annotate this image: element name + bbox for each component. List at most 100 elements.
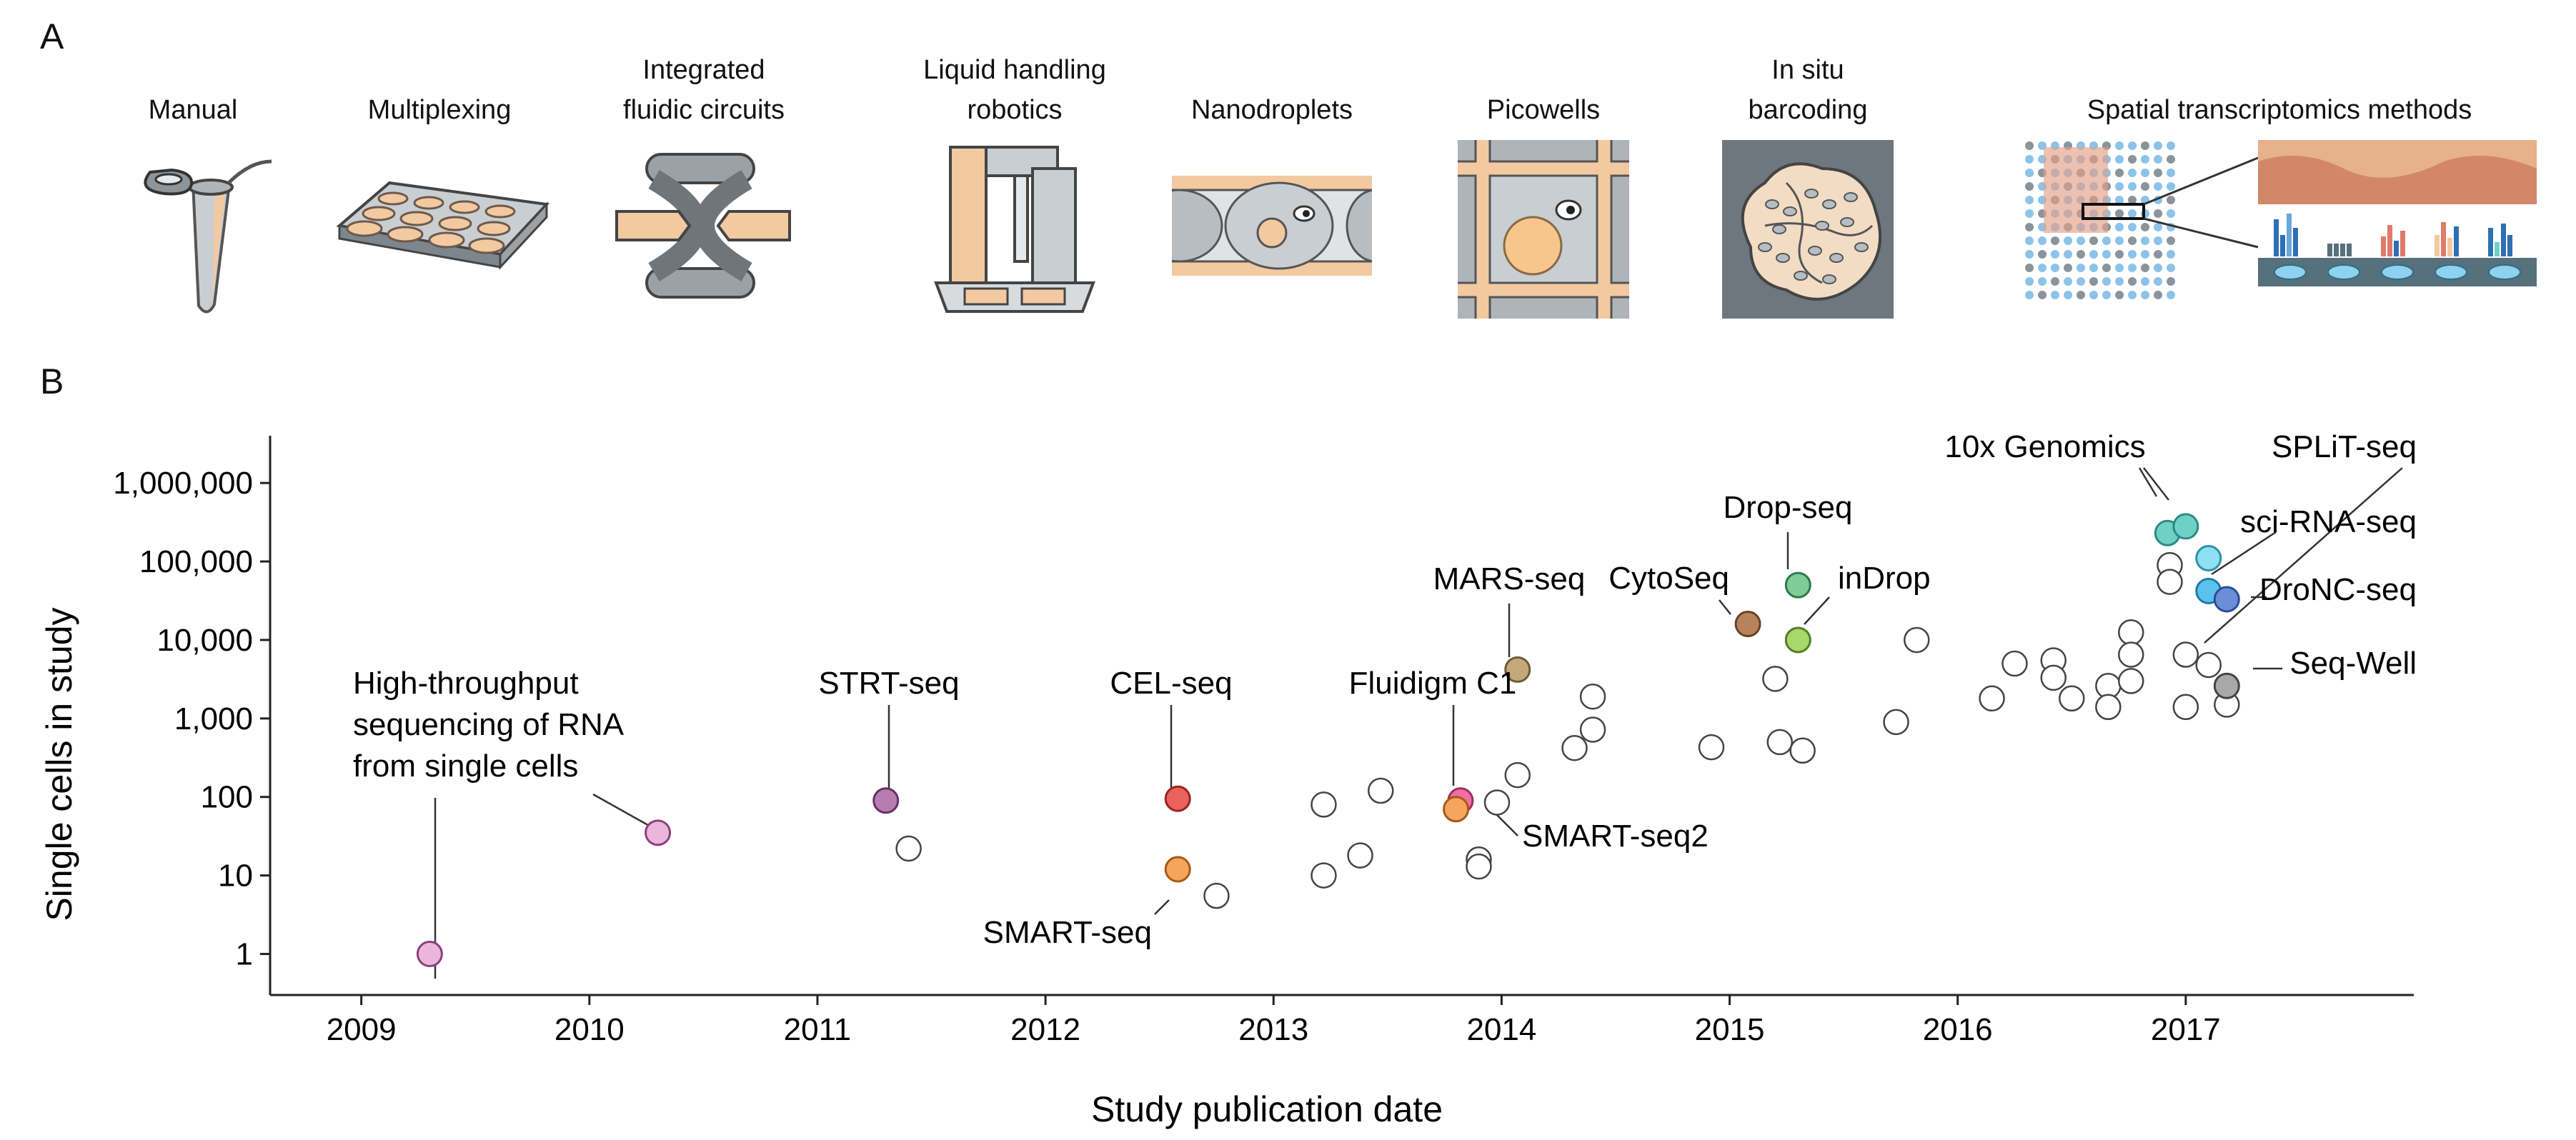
study-point: [1466, 853, 1492, 880]
step-in-situ-barcoding: In situ barcoding: [1701, 50, 1915, 319]
method-point: [2213, 586, 2240, 613]
leader-line: [2143, 467, 2169, 501]
study-point: [1368, 777, 1394, 804]
x-tick-label: 2013: [1238, 1012, 1308, 1047]
method-label: SPLiT-seq: [2272, 429, 2417, 464]
step-nanodroplets: Nanodroplets: [1165, 50, 1379, 319]
step-label: In situ barcoding: [1748, 55, 1868, 125]
method-label: Drop-seq: [1724, 490, 1853, 525]
step-label: Nanodroplets: [1190, 95, 1353, 125]
method-label: sci-RNA-seq: [2240, 504, 2417, 539]
annotation-leaders: [434, 467, 2403, 979]
spatial-array-icon: [2025, 140, 2537, 299]
leader-line: [1154, 899, 1170, 915]
method-point: [2213, 672, 2240, 699]
well-plate-icon: [336, 181, 550, 270]
study-point: [2059, 685, 2085, 712]
x-tick-label: 2011: [784, 1012, 852, 1047]
y-tick-label: 1: [236, 937, 253, 972]
leader-line: [2211, 531, 2277, 576]
y-tick-label: 1,000,000: [113, 466, 253, 501]
study-point: [2157, 569, 2183, 595]
leader-line: [592, 793, 652, 829]
method-label: inDrop: [1838, 561, 1931, 596]
tube-icon: [144, 159, 272, 314]
method-point: [1784, 626, 1811, 654]
study-point: [1979, 685, 2005, 712]
study-point: [1904, 626, 1930, 654]
x-tick-label: 2009: [327, 1012, 397, 1047]
x-axis-title: Study publication date: [1091, 1089, 1443, 1129]
method-point: [1164, 856, 1191, 883]
method-point: [1504, 656, 1531, 683]
study-point: [1883, 709, 1909, 736]
study-point: [2195, 651, 2222, 679]
study-point: [1561, 735, 1588, 761]
step-multiplexing: Multiplexing: [322, 50, 557, 319]
study-point: [2095, 694, 2122, 721]
scatter-chart: 2009 2010 2011 2012 2013 2014 2015 2016 2017 1 10 1…: [39, 429, 2417, 1129]
droplet-icon: [1172, 176, 1372, 276]
study-point: [1203, 882, 1230, 909]
method-label: Seq-Well: [2289, 646, 2417, 681]
points: [416, 513, 2240, 968]
method-point: [645, 819, 672, 846]
study-point: [2118, 619, 2144, 646]
y-axis-title: Single cells in study: [39, 607, 79, 921]
x-tick-label: 2014: [1466, 1012, 1536, 1047]
method-point: [1784, 571, 1811, 599]
method-point: [872, 787, 900, 814]
step-label: Manual: [148, 95, 238, 125]
step-manual: Manual: [86, 50, 300, 319]
study-point: [1311, 862, 1337, 889]
method-label: SMART-seq2: [1522, 819, 1709, 854]
study-point: [2172, 694, 2199, 721]
y-tick-label: 100: [201, 780, 253, 815]
panel-a-letter: A: [40, 16, 64, 56]
fluidic-circuit-icon: [615, 153, 791, 299]
y-tick-label: 1,000: [174, 701, 253, 736]
step-spatial-transcriptomics: Spatial transcriptomics methods: [2015, 50, 2544, 319]
method-label: CytoSeq: [1608, 561, 1729, 596]
study-point: [1698, 734, 1725, 761]
study-point: [1579, 716, 1606, 743]
leader-line: [2204, 467, 2403, 644]
leader-line: [1804, 596, 1830, 625]
annotation-labels: High-throughput sequencing of RNA from sin…: [353, 429, 2417, 950]
method-point: [2195, 545, 2222, 572]
step-label: Integrated fluidic circuits: [623, 55, 785, 125]
step-liquid-handling-robotics: Liquid handling robotics: [893, 50, 1136, 319]
step-label: Liquid handling robotics: [923, 55, 1106, 125]
x-tick-label: 2012: [1010, 1012, 1080, 1047]
barcoding-icon: [1722, 140, 1894, 319]
leader-line: [2138, 467, 2158, 497]
study-point: [1347, 842, 1373, 869]
robot-icon: [934, 146, 1095, 313]
study-point: [2172, 641, 2199, 668]
method-point: [1164, 785, 1191, 812]
study-point: [895, 835, 922, 862]
method-label: Fluidigm C1: [1349, 666, 1517, 701]
study-point: [2118, 668, 2144, 694]
method-label: SMART-seq: [983, 915, 1152, 950]
panel-b-letter: B: [40, 361, 64, 401]
step-integrated-fluidic-circuits: Integrated fluidic circuits: [600, 50, 807, 319]
method-point: [1734, 611, 1761, 638]
step-picowells: Picowells: [1436, 50, 1651, 319]
study-point: [1504, 761, 1531, 789]
study-point: [2001, 650, 2028, 677]
study-point: [2040, 664, 2067, 691]
study-point: [1789, 737, 1816, 764]
leader-line: [1719, 599, 1731, 615]
picowell-icon: [1458, 140, 1629, 319]
study-point: [1579, 683, 1606, 710]
method-point: [1443, 796, 1470, 823]
axes: [269, 436, 2414, 996]
step-label: Multiplexing: [367, 95, 512, 125]
step-label: Spatial transcriptomics methods: [2087, 95, 2472, 125]
study-point: [1762, 666, 1789, 692]
method-label: DroNC-seq: [2259, 572, 2417, 607]
y-tick-label: 10,000: [156, 623, 253, 658]
x-tick-label: 2010: [555, 1012, 625, 1047]
method-label: MARS-seq: [1433, 561, 1586, 596]
